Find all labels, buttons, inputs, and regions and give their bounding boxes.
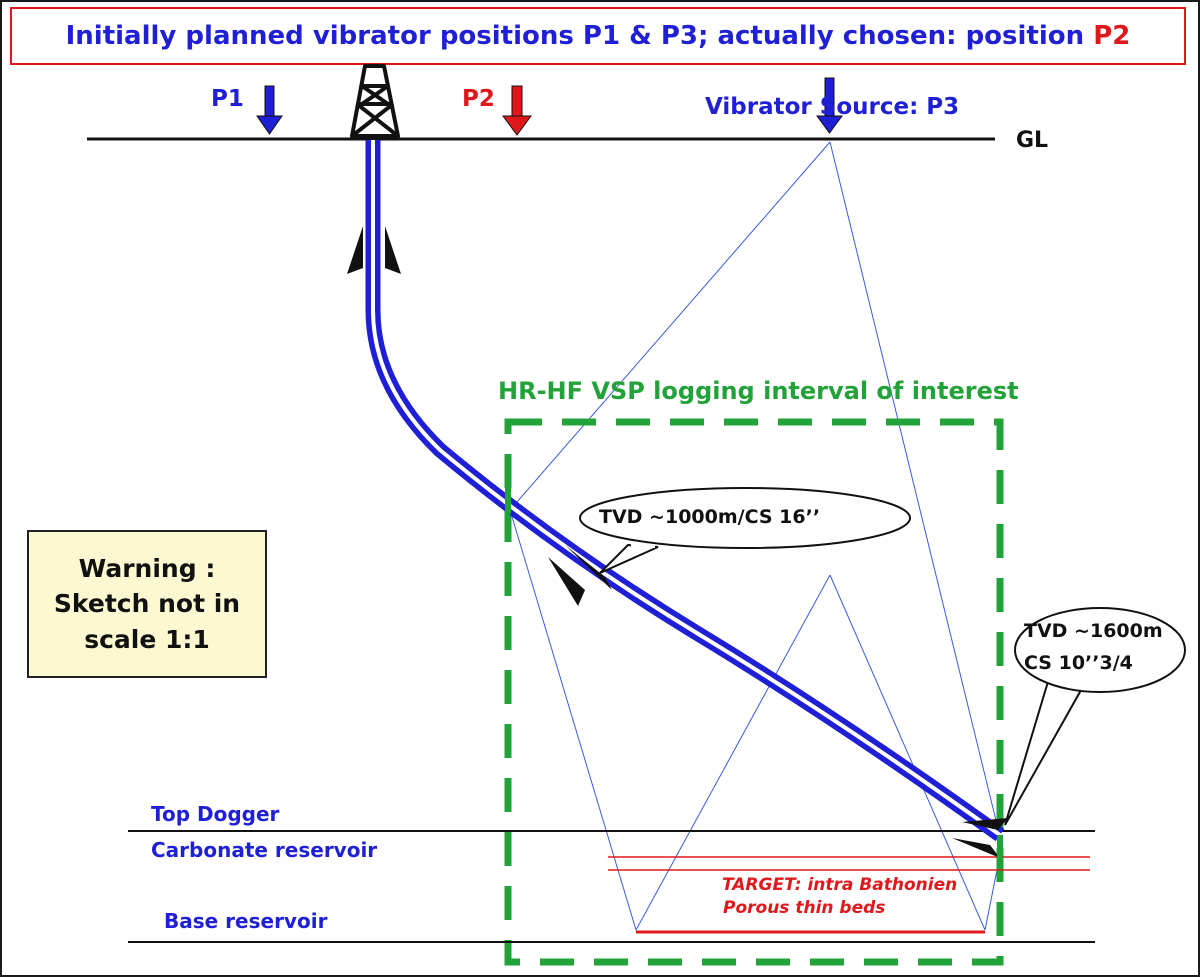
warning-line: Warning : [78, 553, 216, 583]
ray-paths [509, 141, 1003, 931]
lower-callout-line1: TVD ~1600m [1024, 620, 1163, 642]
lower-callout-bubble [1004, 607, 1186, 826]
arrow-shaft [264, 85, 275, 120]
warning-line: scale 1:1 [84, 624, 210, 654]
title-banner: Initially planned vibrator positions P1 … [10, 7, 1186, 65]
callout-ellipse [1014, 607, 1186, 693]
rig-brace [350, 102, 395, 138]
casing-shoe-icon [952, 838, 1000, 858]
warning-line: Sketch not in [53, 589, 241, 619]
carbonate-reservoir-label: Carbonate reservoir [151, 838, 378, 862]
callout-tail [1004, 673, 1087, 826]
interval-entry-marker [505, 482, 511, 514]
callout-tail-cover [1052, 675, 1083, 686]
target-line: Porous thin beds [723, 897, 886, 918]
arrow-head [502, 115, 532, 136]
target-line: TARGET: intra Bathonien [722, 875, 958, 895]
casing-shoe-deep [952, 818, 1008, 858]
casing-shoe-icon [962, 818, 1008, 830]
lower-callout-line2: CS 10’’3/4 [1024, 652, 1133, 674]
upper-callout-text: TVD ~1000m/CS 16’’ [599, 506, 821, 528]
point-a-label: A [591, 476, 603, 494]
casing-shoe-surface [347, 226, 401, 274]
interval-exit-marker [997, 835, 1003, 869]
ray-path [509, 141, 831, 511]
arrow-head [816, 115, 843, 134]
title-chosen-text: actually chosen: position [717, 21, 1085, 51]
arrow-head [256, 115, 283, 135]
rig-derrick [350, 64, 400, 138]
well-trajectory-inner [371, 140, 1002, 837]
title-chosen-value: P2 [1093, 21, 1131, 51]
vsp-interval-box [504, 418, 1004, 966]
top-dogger-label: Top Dogger [151, 802, 280, 826]
well-trajectory-outer [365, 140, 1005, 842]
p2-arrow-icon [502, 85, 532, 136]
base-reservoir-label: Base reservoir [164, 909, 328, 933]
ray-path [829, 574, 986, 931]
drilling-rig-icon [350, 64, 400, 138]
p2-label: P2 [462, 86, 495, 112]
rig-brace [360, 84, 390, 106]
warning-box: Warning : Sketch not in scale 1:1 [27, 530, 267, 678]
casing-shoe-icon [347, 226, 363, 274]
rig-brace [355, 102, 400, 138]
upper-callout-bubble [579, 487, 911, 574]
vsp-interval-label: HR-HF VSP logging interval of interest [498, 377, 1019, 405]
title-prefix: Initially planned vibrator positions P1 … [65, 21, 709, 51]
callout-tail [599, 543, 659, 574]
ground-level-label: GL [1016, 128, 1049, 153]
casing-shoe-intermediate [548, 545, 612, 606]
ray-path [635, 574, 831, 931]
p3-arrow-icon [816, 77, 843, 134]
target-label: TARGET: intra Bathonien Porous thin beds [722, 874, 957, 920]
casing-shoe-icon [548, 557, 585, 606]
casing-shoe-icon [385, 226, 401, 274]
callout-ellipse [579, 487, 911, 549]
ray-path [509, 509, 637, 931]
p1-arrow-icon [256, 85, 283, 135]
arrow-shaft [511, 85, 523, 120]
p1-label: P1 [211, 86, 244, 112]
casing-shoe-icon [565, 545, 612, 590]
vibrator-source-label: Vibrator Source: P3 [705, 94, 960, 120]
ray-path [829, 141, 1003, 846]
